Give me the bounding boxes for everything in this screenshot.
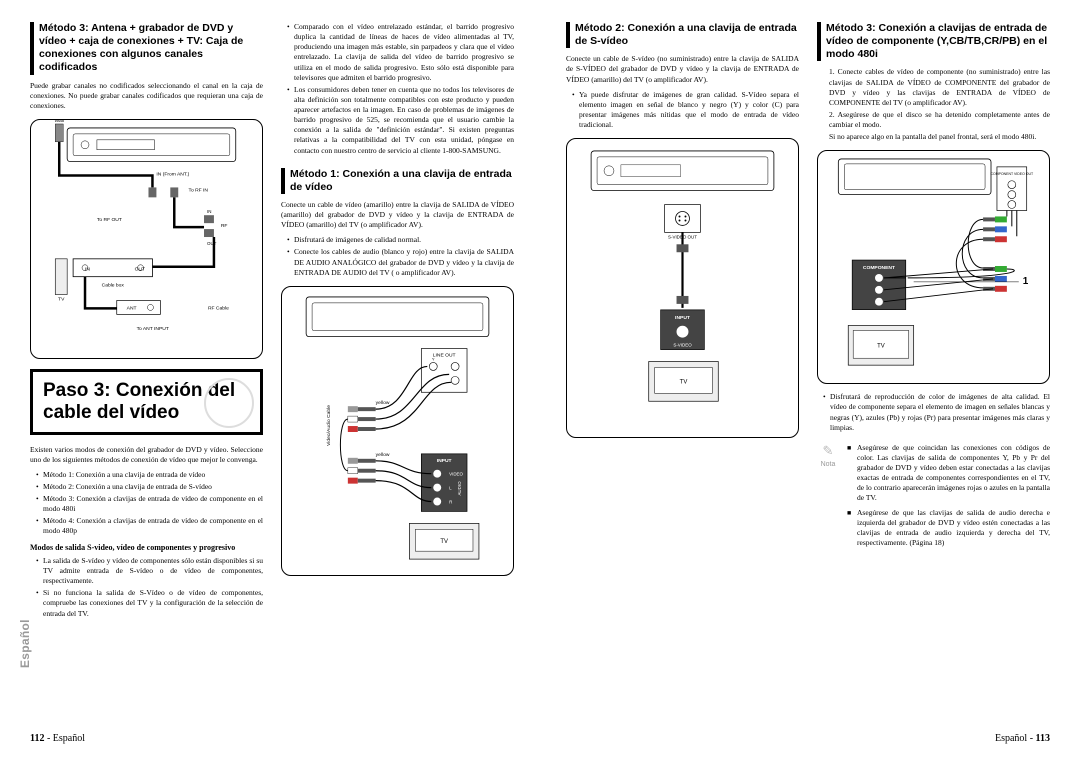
left-col1: Método 3: Antena + grabador de DVD y víd… [30,22,263,625]
note-block: ✎ Nota Asegúrese de que coincidan las co… [817,443,1050,552]
list-item: Si no funciona la salida de S-Vídeo o de… [36,588,263,618]
metodo1-bullets: Disfrutará de imágenes de calidad normal… [281,235,514,278]
left-col2: Comparado con el vídeo entrelazado están… [281,22,514,625]
component-quality-bullets: Disfrutará de reproducción de color de i… [817,392,1050,433]
list-item: Si no aparece algo en la pantalla del pa… [817,132,1050,142]
method-item: Método 4: Conexión a clavijas de entrada… [36,516,263,536]
svg-text:TV: TV [58,296,65,302]
diagram-svideo: S-VIDEO OUT INPUT S-VIDEO TV [566,138,799,438]
page-left: Método 3: Antena + grabador de DVD y víd… [0,0,540,762]
svg-text:Cable box: Cable box [102,282,125,288]
svg-text:TV: TV [877,344,885,350]
para-connection-intro: Existen varios modos de conexión del gra… [30,445,263,465]
list-item: Conecte los cables de audio (blanco y ro… [287,247,514,277]
note-icon: ✎ Nota [817,443,839,552]
svg-text:Video/Audio Cable: Video/Audio Cable [326,404,332,445]
diagram-video-input: LINE OUT Y yellow Video/Audio Cable [281,286,514,576]
svg-text:LINE OUT: LINE OUT [433,352,456,358]
svg-text:COMPONENT: COMPONENT [863,265,895,271]
list-item: Disfrutará de reproducción de color de i… [823,392,1050,433]
svg-text:S-VIDEO: S-VIDEO [673,343,692,348]
paso3-heading-text: Paso 3: Conexión del cable del vídeo [43,380,235,423]
para-metodo2: Conecte un cable de S-vídeo (no suminist… [566,54,799,84]
note-item: Asegúrese de que las clavijas de salida … [847,508,1050,549]
paso3-heading-block: Paso 3: Conexión del cable del vídeo [30,369,263,435]
heading-metodo3-antena: Método 3: Antena + grabador de DVD y víd… [30,22,263,75]
svg-text:ANT: ANT [127,305,137,311]
manual-spread: Método 3: Antena + grabador de DVD y víd… [0,0,1080,762]
heading-metodo3-component: Método 3: Conexión a clavijas de entrada… [817,22,1050,61]
svg-text:TV: TV [440,539,448,545]
svg-text:COMPONENT VIDEO OUT: COMPONENT VIDEO OUT [991,172,1034,176]
svg-text:IN (From ANT.): IN (From ANT.) [156,171,189,177]
list-item: Ya puede disfrutar de imágenes de gran c… [572,90,799,131]
list-item: Disfrutará de imágenes de calidad normal… [287,235,514,245]
svg-text:TV: TV [680,379,688,385]
metodo2-bullets: Ya puede disfrutar de imágenes de gran c… [566,90,799,131]
svg-text:IN: IN [85,267,90,273]
metodo3-steps: 1. Conecte cables de vídeo de componente… [817,67,1050,142]
svg-text:Y: Y [432,356,435,361]
svg-text:1: 1 [1023,276,1029,287]
list-item: La salida de S-vídeo y vídeo de componen… [36,556,263,586]
page-right: Método 2: Conexión a una clavija de entr… [540,0,1080,762]
list-item: 2. Asegúrese de que el disco se ha deten… [817,110,1050,130]
methods-list: Método 1: Conexión a una clavija de entr… [30,470,263,537]
page-number-right: Español - 113 [995,733,1050,744]
heading-metodo1: Método 1: Conexión a una clavija de entr… [281,168,514,194]
progressive-scan-bullets: Comparado con el vídeo entrelazado están… [281,22,514,156]
svg-text:OUT: OUT [207,241,217,246]
svg-text:AUDIO: AUDIO [457,481,462,496]
method-item: Método 1: Conexión a una clavija de entr… [36,470,263,480]
svg-text:To RF IN: To RF IN [188,187,208,193]
svg-text:Wall: Wall [55,120,64,124]
side-tab-left: Español [18,619,32,668]
svg-text:IN: IN [207,209,211,214]
list-item: Los consumidores deben tener en cuenta q… [287,85,514,156]
method-item: Método 3: Conexión a clavijas de entrada… [36,494,263,514]
note-item: Asegúrese de que coincidan las conexione… [847,443,1050,504]
svg-text:yellow: yellow [376,452,390,458]
subhead-output-modes: Modos de salida S-video, vídeo de compon… [30,543,263,553]
page-number-left: 112 - Español [30,733,85,744]
heading-metodo2: Método 2: Conexión a una clavija de entr… [566,22,799,48]
diagram-antenna-cablebox: Wall IN (From ANT.) To RF IN To RF OUT R… [30,119,263,359]
svg-text:RF: RF [221,223,228,229]
svg-text:INPUT: INPUT [437,458,452,464]
svg-text:yellow: yellow [376,400,390,406]
right-col2: Método 3: Conexión a clavijas de entrada… [817,22,1050,552]
output-modes-bullets: La salida de S-vídeo y vídeo de componen… [30,556,263,619]
svg-text:To RF OUT: To RF OUT [97,217,122,223]
svg-text:RF Cable: RF Cable [208,305,229,311]
right-col1: Método 2: Conexión a una clavija de entr… [566,22,799,552]
list-item: Comparado con el vídeo entrelazado están… [287,22,514,83]
method-item: Método 2: Conexión a una clavija de entr… [36,482,263,492]
svg-text:INPUT: INPUT [675,315,690,321]
diagram-component: COMPONENT VIDEO OUT [817,150,1050,384]
para-recording-channels: Puede grabar canales no codificados sele… [30,81,263,111]
list-item: 1. Conecte cables de vídeo de componente… [817,67,1050,108]
para-metodo1: Conecte un cable de vídeo (amarillo) ent… [281,200,514,230]
svg-text:VIDEO: VIDEO [449,471,463,476]
svg-text:To ANT INPUT: To ANT INPUT [137,326,169,332]
note-list: Asegúrese de que coincidan las conexione… [847,443,1050,552]
